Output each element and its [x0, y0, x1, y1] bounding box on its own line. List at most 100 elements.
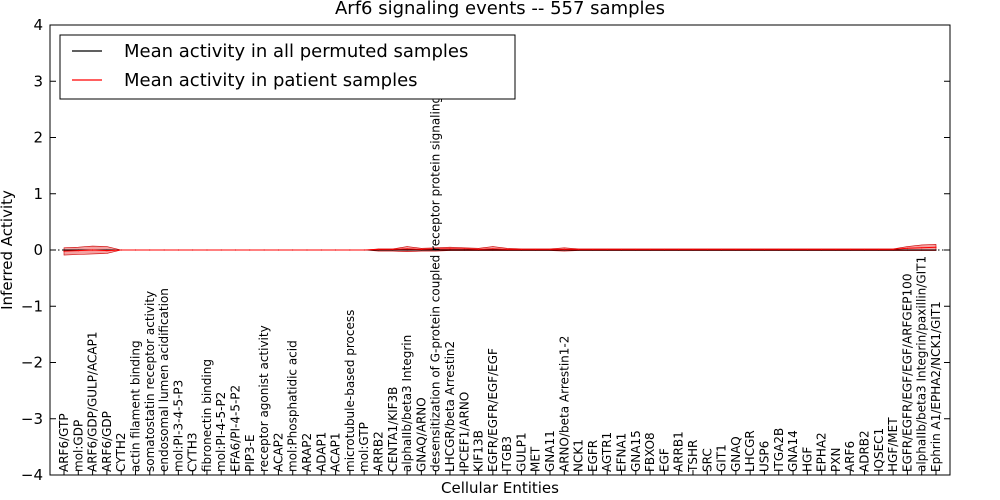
- point-patient-5: [134, 249, 137, 251]
- x-tick-label: KIF13B: [472, 430, 486, 472]
- legend-box: [59, 34, 516, 100]
- x-tick-label: EGFR: [586, 440, 600, 472]
- point-patient-61: [935, 246, 937, 248]
- point-patient-49: [763, 248, 766, 250]
- x-tick-label: CYTH3: [186, 433, 200, 473]
- point-patient-48: [749, 248, 751, 250]
- y-tick-label: −1: [21, 297, 43, 315]
- point-patient-46: [721, 248, 723, 250]
- x-tick-label: alphaIIb/beta3 Integrin/paxillin/GIT1: [915, 256, 929, 472]
- x-tick-label: IQSEC1: [872, 428, 886, 472]
- point-permuted-26: [435, 249, 437, 251]
- point-patient-16: [292, 249, 294, 251]
- y-tick-label: 0: [33, 241, 43, 259]
- point-patient-55: [849, 248, 851, 250]
- point-patient-6: [149, 249, 151, 251]
- point-patient-31: [506, 248, 508, 250]
- x-tick-label: HGF/MET: [886, 417, 900, 472]
- point-patient-41: [649, 248, 651, 250]
- legend-label-patient: Mean activity in patient samples: [124, 70, 418, 91]
- point-patient-32: [520, 248, 523, 250]
- series-line-patient: [63, 246, 937, 252]
- point-patient-53: [821, 248, 823, 250]
- legend: Mean activity in all permuted samples Me…: [59, 34, 516, 100]
- x-tick-label: ARF6/GDP/GULP/ACAP1: [86, 332, 100, 472]
- point-patient-43: [678, 248, 680, 250]
- point-patient-27: [449, 248, 451, 250]
- point-patient-42: [663, 248, 666, 250]
- point-patient-17: [306, 249, 308, 251]
- point-patient-51: [792, 248, 794, 250]
- x-tick-label: GNAQ/ARNO: [414, 397, 428, 472]
- point-patient-3: [106, 250, 108, 252]
- x-tick-label: AGTR1: [600, 432, 614, 472]
- x-axis-label: Cellular Entities: [441, 479, 559, 497]
- y-tick-label: 1: [33, 185, 43, 203]
- point-permuted-60: [921, 249, 923, 251]
- x-tick-label: ARAP2: [300, 433, 314, 472]
- point-permuted-61: [935, 249, 937, 251]
- point-patient-13: [249, 249, 251, 251]
- x-tick-label: GNA14: [786, 430, 800, 472]
- x-tick-label: CYTH2: [114, 433, 128, 473]
- point-patient-18: [320, 249, 322, 251]
- chart-title: Arf6 signaling events -- 557 samples: [335, 0, 665, 19]
- point-patient-54: [835, 248, 837, 250]
- point-patient-21: [363, 249, 365, 251]
- x-tick-label: ARRB1: [672, 431, 686, 472]
- x-tick-label: GIT1: [715, 444, 729, 472]
- x-tick-label: PXN: [829, 448, 843, 472]
- x-tick-label: CENTA1/KIF3B: [386, 387, 400, 472]
- point-patient-23: [392, 248, 394, 250]
- x-tick-label: LHCGR/beta Arrestin2: [443, 341, 457, 472]
- lines-layer: [63, 246, 937, 252]
- x-tick-label: desensitization of G-protein coupled rec…: [429, 41, 443, 472]
- point-permuted-0: [63, 249, 65, 251]
- x-tick-label: EGF: [657, 448, 671, 472]
- point-patient-40: [635, 248, 637, 250]
- x-tick-label: Ephrin A1/EPHA2/NCK1/GIT1: [929, 301, 943, 472]
- point-patient-10: [206, 249, 208, 251]
- y-tick-label: −4: [21, 466, 43, 484]
- point-patient-56: [863, 248, 866, 250]
- y-axis-label: Inferred Activity: [0, 190, 16, 310]
- point-patient-19: [335, 249, 337, 251]
- x-tick-label: FBXO8: [643, 432, 657, 472]
- x-tick-label: alphaIIb/beta3 Integrin: [400, 335, 414, 472]
- point-patient-15: [277, 249, 279, 251]
- x-tick-label: HGF: [800, 447, 814, 472]
- point-patient-52: [806, 248, 808, 250]
- point-patient-24: [406, 248, 408, 250]
- x-tick-label: GNA15: [629, 430, 643, 472]
- x-tick-label: mol:Phosphatidic acid: [286, 340, 300, 472]
- point-patient-50: [778, 248, 780, 250]
- x-tick-label: GULP1: [514, 432, 528, 472]
- point-patient-38: [606, 248, 608, 250]
- x-tick-label: microtubule-based process: [343, 310, 357, 472]
- x-tick-label: EGFR/EGFR/EGF/EGF/ARFGEP100: [900, 274, 914, 472]
- point-patient-36: [578, 248, 580, 250]
- point-patient-26: [435, 248, 437, 250]
- point-permuted-28: [463, 249, 465, 251]
- point-patient-22: [377, 248, 380, 250]
- point-patient-11: [220, 249, 222, 251]
- x-tick-label: GNA11: [543, 430, 557, 472]
- point-patient-47: [735, 248, 737, 250]
- point-patient-30: [492, 248, 494, 250]
- y-ticks: −4 −3 −2 −1 0 1 2 3 4: [21, 16, 950, 484]
- y-tick-label: 4: [33, 16, 43, 34]
- plot-frame: [49, 24, 951, 476]
- x-tick-label: actin filament binding: [129, 340, 143, 472]
- point-patient-25: [420, 248, 422, 250]
- x-tick-label: LHCGR: [743, 430, 757, 472]
- x-tick-label: somatostatin receptor activity: [143, 291, 157, 472]
- x-tick-label: mol:GTP: [357, 422, 371, 472]
- x-tick-label: mol:PI-4-5-P2: [214, 392, 228, 472]
- point-permuted-30: [492, 249, 494, 251]
- x-tick-label: MET: [529, 446, 543, 472]
- point-patient-8: [177, 249, 179, 251]
- point-permuted-59: [906, 249, 909, 251]
- point-patient-59: [906, 247, 909, 249]
- x-tick-label: ARRB2: [372, 431, 386, 472]
- x-tick-label: PIP3-E: [243, 434, 257, 472]
